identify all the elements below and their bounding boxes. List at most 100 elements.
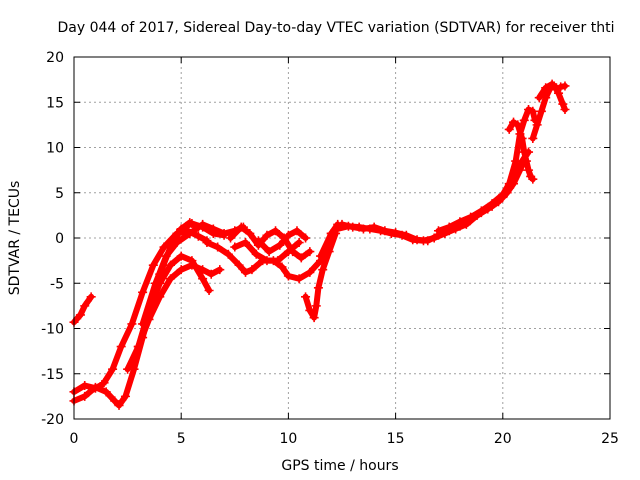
data-point: [556, 82, 566, 92]
series-trace-20: [556, 81, 570, 92]
data-point: [466, 212, 476, 222]
data-point: [185, 228, 195, 238]
series-trace-10: [226, 222, 315, 263]
y-tick-label: 10: [46, 141, 64, 157]
data-point: [354, 222, 364, 232]
series-trace-17: [504, 117, 538, 184]
data-point: [116, 342, 126, 352]
data-point: [511, 156, 521, 166]
data-point: [234, 260, 244, 270]
data-point: [343, 221, 353, 231]
data-point: [165, 238, 175, 248]
data-point: [294, 238, 304, 248]
data-point: [418, 236, 428, 246]
series-trace-16: [433, 104, 540, 236]
y-tick-label: -5: [50, 276, 64, 292]
data-point: [127, 319, 137, 329]
series-trace-12: [230, 238, 304, 266]
data-point: [138, 287, 148, 297]
data-point: [365, 224, 375, 234]
data-point: [241, 267, 251, 277]
data-point: [204, 285, 214, 295]
series-trace: [139, 221, 247, 327]
data-point: [519, 147, 529, 157]
data-point: [80, 301, 90, 311]
data-point: [208, 228, 218, 238]
x-tick-label: 0: [70, 431, 79, 447]
data-point: [159, 242, 169, 252]
data-point: [271, 226, 281, 236]
data-point: [150, 278, 160, 288]
data-point: [429, 233, 439, 243]
data-point: [123, 364, 133, 374]
data-point: [528, 106, 538, 116]
data-point: [226, 233, 236, 243]
data-point: [301, 292, 311, 302]
data-point: [528, 174, 538, 184]
data-point: [283, 271, 293, 281]
data-point: [75, 310, 85, 320]
data-point: [326, 228, 336, 238]
data-point: [262, 256, 272, 266]
data-point: [536, 106, 546, 116]
data-point: [133, 342, 143, 352]
data-point: [504, 179, 514, 189]
data-point: [433, 226, 443, 236]
series-trace-11: [253, 226, 311, 257]
data-point: [513, 120, 523, 130]
data-point: [283, 230, 293, 240]
series-trace-14: [316, 147, 534, 261]
data-point: [532, 120, 542, 130]
data-point: [515, 165, 525, 175]
data-point: [397, 230, 407, 240]
data-point: [193, 231, 203, 241]
y-tick-label: 20: [46, 50, 64, 66]
y-axis-label: SDTVAR / TECUs: [7, 181, 23, 296]
data-point: [560, 104, 570, 114]
data-point: [176, 224, 186, 234]
data-point: [198, 222, 208, 232]
data-point: [110, 396, 120, 406]
data-point: [219, 230, 229, 240]
data-point: [560, 81, 570, 91]
data-point: [558, 99, 568, 109]
data-point: [275, 240, 285, 250]
data-point: [176, 265, 186, 275]
x-tick-label: 15: [387, 431, 405, 447]
data-point: [277, 262, 287, 272]
series-trace-1: [69, 292, 96, 327]
y-tick-label: 5: [55, 186, 64, 202]
data-point: [301, 233, 311, 243]
data-point: [90, 382, 100, 392]
data-point: [253, 236, 263, 246]
data-point: [198, 274, 208, 284]
y-tick-label: 15: [46, 95, 64, 111]
series-trace-19: [534, 79, 561, 103]
data-point: [138, 319, 148, 329]
data-point: [251, 249, 261, 259]
series-trace: [536, 81, 560, 101]
data-point: [517, 133, 527, 143]
data-point: [534, 93, 544, 103]
y-tick-label: -10: [41, 322, 64, 338]
data-point: [262, 230, 272, 240]
x-axis-label: GPS time / hours: [281, 458, 398, 474]
data-point: [273, 256, 283, 266]
data-point: [333, 224, 343, 234]
data-point: [524, 165, 534, 175]
data-point: [230, 242, 240, 252]
data-point: [324, 247, 334, 257]
data-point: [476, 206, 486, 216]
data-point: [294, 274, 304, 284]
data-point: [554, 88, 564, 98]
y-tick-label: -15: [41, 367, 64, 383]
data-point: [114, 400, 124, 410]
data-point: [316, 251, 326, 261]
data-point: [247, 265, 257, 275]
y-tick-label: -20: [41, 412, 64, 428]
data-point: [283, 247, 293, 257]
series-trace: [71, 293, 95, 326]
data-point: [444, 222, 454, 232]
data-point: [521, 156, 531, 166]
